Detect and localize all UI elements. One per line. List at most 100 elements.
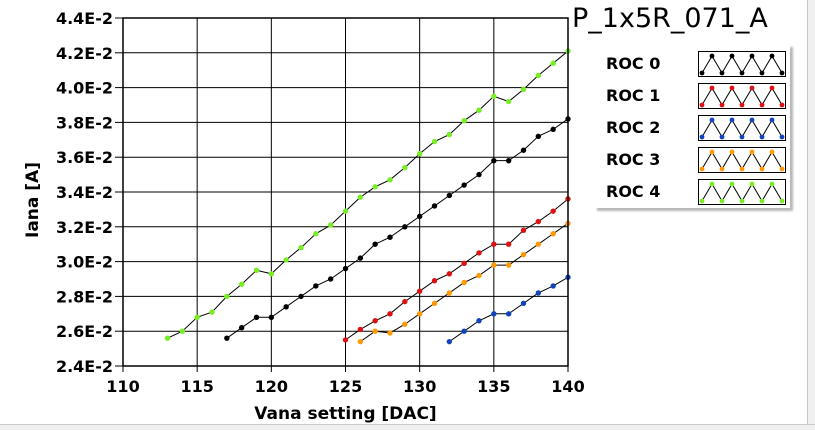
legend-marker bbox=[699, 102, 705, 108]
series-line bbox=[226, 118, 569, 339]
data-point bbox=[491, 157, 497, 164]
data-point bbox=[342, 337, 349, 343]
legend-marker bbox=[699, 134, 705, 140]
data-point bbox=[387, 177, 393, 183]
data-point bbox=[164, 335, 171, 341]
x-tick-label: 115 bbox=[180, 377, 213, 396]
data-point bbox=[431, 278, 438, 284]
data-point bbox=[446, 131, 453, 138]
data-point bbox=[194, 314, 200, 320]
legend-marker bbox=[699, 198, 705, 204]
data-point bbox=[179, 328, 186, 334]
data-point bbox=[550, 126, 556, 133]
data-point bbox=[491, 93, 497, 100]
data-point bbox=[416, 311, 423, 317]
data-point bbox=[535, 72, 542, 79]
legend-line bbox=[701, 119, 783, 138]
legend-marker bbox=[759, 70, 765, 76]
legend-marker bbox=[709, 117, 715, 123]
legend-swatch bbox=[698, 115, 786, 141]
data-point bbox=[416, 213, 423, 220]
data-point bbox=[238, 325, 245, 331]
legend-label: ROC 3 bbox=[606, 150, 661, 169]
legend-label: ROC 1 bbox=[606, 86, 661, 105]
series-layer bbox=[164, 48, 571, 345]
y-tick-label: 2.6E-2 bbox=[56, 322, 113, 341]
legend-swatch bbox=[698, 83, 786, 109]
data-point bbox=[446, 192, 453, 199]
data-point bbox=[461, 279, 467, 286]
y-tick-label: 2.8E-2 bbox=[56, 287, 113, 306]
data-point bbox=[431, 300, 438, 307]
data-point bbox=[387, 330, 393, 336]
data-point bbox=[491, 262, 497, 268]
legend-marker bbox=[719, 102, 725, 108]
series-line bbox=[345, 198, 569, 341]
window-bottom-edge bbox=[0, 424, 815, 430]
legend-marker bbox=[779, 198, 785, 204]
data-point bbox=[476, 250, 482, 256]
legend-label: ROC 2 bbox=[606, 118, 661, 137]
data-point bbox=[520, 300, 527, 307]
legend-marker bbox=[779, 134, 785, 140]
data-point bbox=[505, 262, 512, 268]
data-point bbox=[357, 194, 364, 200]
x-tick-label: 125 bbox=[329, 377, 362, 396]
data-point bbox=[535, 290, 542, 296]
legend-line bbox=[701, 87, 783, 106]
data-point bbox=[446, 271, 453, 277]
data-point bbox=[313, 283, 319, 289]
legend-marker bbox=[729, 117, 735, 123]
y-tick-label: 4.0E-2 bbox=[56, 79, 113, 98]
data-point bbox=[283, 257, 289, 263]
window-right-edge bbox=[807, 0, 815, 430]
legend-marker bbox=[779, 70, 785, 76]
data-point bbox=[372, 328, 378, 334]
legend-label: ROC 0 bbox=[606, 54, 661, 73]
data-point bbox=[372, 318, 378, 324]
data-point bbox=[372, 241, 378, 247]
legend-item: ROC 3 bbox=[594, 146, 790, 176]
legend-marker bbox=[749, 149, 755, 155]
data-point bbox=[505, 311, 512, 317]
legend-marker bbox=[709, 85, 715, 91]
y-tick-label: 3.0E-2 bbox=[56, 253, 113, 272]
tick-labels: 110 115 120 125 130 135 140 2.4E-2 2.6E-2 2.8E-2 3… bbox=[56, 9, 585, 396]
data-point bbox=[520, 86, 527, 93]
data-point bbox=[357, 326, 364, 333]
legend-marker bbox=[699, 70, 705, 76]
legend-marker bbox=[759, 198, 765, 204]
legend-swatch bbox=[698, 179, 786, 205]
data-point bbox=[357, 255, 364, 261]
legend-marker bbox=[759, 102, 765, 108]
legend-marker bbox=[709, 181, 715, 187]
legend-marker bbox=[739, 70, 745, 76]
data-point bbox=[342, 208, 349, 214]
legend: ROC 0 ROC 1 ROC 2 ROC 3 ROC 4 bbox=[594, 44, 790, 208]
data-point bbox=[535, 133, 542, 140]
legend-marker bbox=[719, 198, 725, 204]
data-point bbox=[476, 171, 482, 178]
legend-marker bbox=[729, 53, 735, 59]
series-line bbox=[449, 276, 569, 343]
legend-marker bbox=[709, 53, 715, 59]
legend-marker bbox=[739, 166, 745, 172]
data-point bbox=[387, 234, 393, 240]
data-point bbox=[416, 151, 423, 157]
data-point bbox=[550, 231, 556, 237]
legend-line bbox=[701, 55, 783, 74]
y-axis-label: Iana [A] bbox=[23, 162, 43, 238]
data-point bbox=[535, 218, 542, 225]
data-point bbox=[461, 117, 467, 124]
legend-marker bbox=[749, 85, 755, 91]
legend-marker bbox=[759, 166, 765, 172]
data-point bbox=[520, 147, 527, 153]
data-point bbox=[298, 244, 304, 251]
data-point bbox=[535, 241, 542, 247]
legend-marker bbox=[769, 117, 775, 123]
data-point bbox=[520, 227, 527, 233]
data-point bbox=[342, 265, 349, 272]
data-point bbox=[550, 208, 556, 214]
data-point bbox=[491, 241, 497, 247]
legend-marker bbox=[769, 149, 775, 155]
